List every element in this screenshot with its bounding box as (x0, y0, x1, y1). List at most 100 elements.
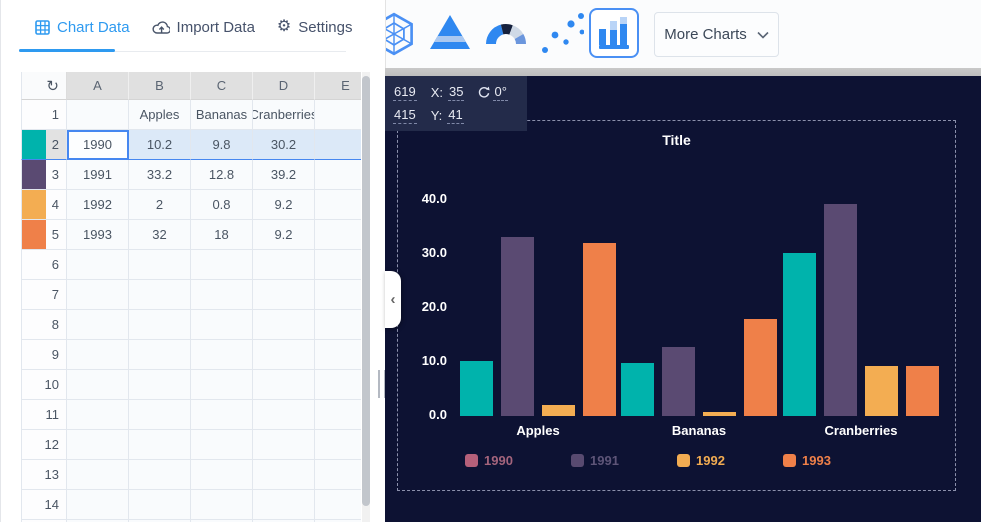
cell-B5[interactable]: 32 (129, 220, 191, 250)
refresh-icon[interactable]: ↻ (21, 72, 67, 100)
cell-D10[interactable] (253, 370, 315, 400)
row-header-10[interactable]: 10 (21, 370, 67, 400)
cell-B1[interactable]: Apples (129, 100, 191, 130)
cell-B6[interactable] (129, 250, 191, 280)
cell-D9[interactable] (253, 340, 315, 370)
legend-item-1992[interactable]: 1992 (677, 453, 725, 468)
chart-canvas[interactable]: 619 X: 35 0° 415 Y: 41 Title 40.0 30.0 20.… (385, 76, 981, 522)
cell-B4[interactable]: 2 (129, 190, 191, 220)
row-header-3[interactable]: 3 (21, 160, 67, 190)
cell-D4[interactable]: 9.2 (253, 190, 315, 220)
cell-B3[interactable]: 33.2 (129, 160, 191, 190)
cell-D14[interactable] (253, 490, 315, 520)
cell-B9[interactable] (129, 340, 191, 370)
cell-E6[interactable] (315, 250, 361, 280)
cell-E15[interactable] (315, 520, 361, 522)
tab-settings[interactable]: ⚙ Settings (277, 19, 353, 36)
cell-C12[interactable] (191, 430, 253, 460)
panel-resize-handle[interactable] (378, 370, 385, 398)
cell-E11[interactable] (315, 400, 361, 430)
cell-A8[interactable] (67, 310, 129, 340)
scatter-chart-icon[interactable] (538, 12, 584, 58)
cell-A3[interactable]: 1991 (67, 160, 129, 190)
y-field[interactable]: 41 (447, 107, 464, 124)
rotation-field[interactable]: 0° (493, 84, 508, 101)
cell-E10[interactable] (315, 370, 361, 400)
cell-C3[interactable]: 12.8 (191, 160, 253, 190)
cell-C14[interactable] (191, 490, 253, 520)
collapse-panel-button[interactable]: ‹ (385, 271, 401, 328)
cell-E13[interactable] (315, 460, 361, 490)
scrollbar-thumb[interactable] (362, 76, 370, 506)
cell-B13[interactable] (129, 460, 191, 490)
cell-A12[interactable] (67, 430, 129, 460)
cell-B7[interactable] (129, 280, 191, 310)
bar-chart-icon-selected[interactable] (589, 8, 639, 58)
column-header-B[interactable]: B (129, 72, 191, 100)
tab-import-data[interactable]: Import Data (152, 19, 255, 36)
cell-C6[interactable] (191, 250, 253, 280)
series-color-swatch[interactable] (22, 190, 46, 219)
legend-item-1990[interactable]: 1990 (465, 453, 513, 468)
cell-E5[interactable] (315, 220, 361, 250)
cell-A15[interactable] (67, 520, 129, 522)
cell-A10[interactable] (67, 370, 129, 400)
column-header-E[interactable]: E (315, 72, 361, 100)
cell-D1[interactable]: Cranberries (253, 100, 315, 130)
cell-C9[interactable] (191, 340, 253, 370)
row-header-9[interactable]: 9 (21, 340, 67, 370)
cell-C5[interactable]: 18 (191, 220, 253, 250)
cell-A13[interactable] (67, 460, 129, 490)
series-color-swatch[interactable] (22, 160, 46, 189)
radar-chart-icon[interactable] (385, 12, 416, 56)
cell-C2[interactable]: 9.8 (191, 130, 253, 160)
cell-E2[interactable] (315, 130, 361, 160)
cell-E7[interactable] (315, 280, 361, 310)
x-field[interactable]: 35 (448, 84, 465, 101)
cell-A2[interactable]: 1990 (67, 130, 129, 160)
gauge-chart-icon[interactable] (483, 18, 529, 48)
column-header-C[interactable]: C (191, 72, 253, 100)
cell-B14[interactable] (129, 490, 191, 520)
cell-E8[interactable] (315, 310, 361, 340)
cell-E12[interactable] (315, 430, 361, 460)
width-field[interactable]: 619 (393, 84, 417, 101)
cell-A6[interactable] (67, 250, 129, 280)
cell-D3[interactable]: 39.2 (253, 160, 315, 190)
cell-C15[interactable] (191, 520, 253, 522)
row-header-12[interactable]: 12 (21, 430, 67, 460)
cell-B8[interactable] (129, 310, 191, 340)
more-charts-button[interactable]: More Charts (654, 12, 779, 57)
cell-D13[interactable] (253, 460, 315, 490)
column-header-A[interactable]: A (67, 72, 129, 100)
column-header-D[interactable]: D (253, 72, 315, 100)
row-header-4[interactable]: 4 (21, 190, 67, 220)
row-header-1[interactable]: 1 (21, 100, 67, 130)
cell-A14[interactable] (67, 490, 129, 520)
cell-D15[interactable] (253, 520, 315, 522)
legend-item-1991[interactable]: 1991 (571, 453, 619, 468)
row-header-7[interactable]: 7 (21, 280, 67, 310)
row-header-8[interactable]: 8 (21, 310, 67, 340)
cell-B11[interactable] (129, 400, 191, 430)
cell-E3[interactable] (315, 160, 361, 190)
cell-C13[interactable] (191, 460, 253, 490)
cell-C4[interactable]: 0.8 (191, 190, 253, 220)
cell-B10[interactable] (129, 370, 191, 400)
sheet-vertical-scrollbar[interactable] (362, 72, 370, 522)
cell-E1[interactable] (315, 100, 361, 130)
cell-D7[interactable] (253, 280, 315, 310)
pyramid-chart-icon[interactable] (429, 12, 471, 52)
chart-title[interactable]: Title (662, 132, 691, 148)
cell-C1[interactable]: Bananas (191, 100, 253, 130)
cell-E14[interactable] (315, 490, 361, 520)
cell-D12[interactable] (253, 430, 315, 460)
cell-B12[interactable] (129, 430, 191, 460)
row-header-14[interactable]: 14 (21, 490, 67, 520)
cell-A7[interactable] (67, 280, 129, 310)
cell-C11[interactable] (191, 400, 253, 430)
cell-D8[interactable] (253, 310, 315, 340)
row-header-15[interactable]: 15 (21, 520, 67, 522)
cell-A1[interactable] (67, 100, 129, 130)
cell-A9[interactable] (67, 340, 129, 370)
